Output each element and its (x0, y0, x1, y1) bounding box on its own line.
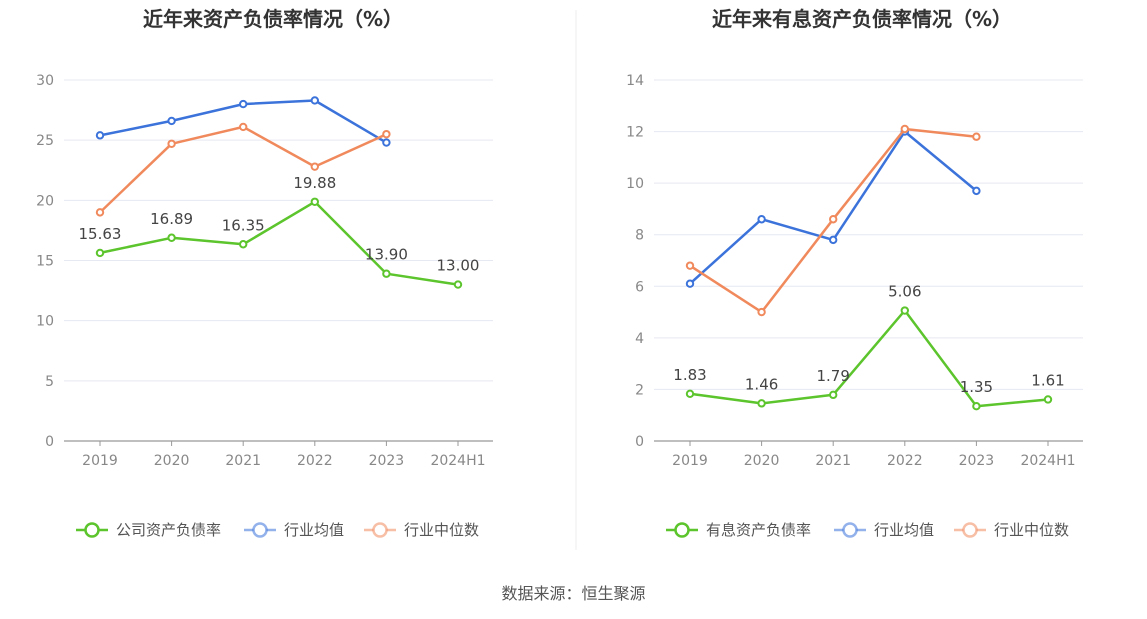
chart2-y-tick-label: 12 (626, 125, 644, 141)
chart1-series-3-point (382, 129, 391, 139)
chart2-data-label: 1.46 (745, 375, 778, 393)
chart1-series-1-point (382, 269, 391, 278)
chart2-series-1-point (829, 390, 838, 400)
chart1-y-tick-label: 5 (45, 374, 54, 390)
chart1-x-tick-label: 2020 (154, 453, 190, 469)
chart2-x-tick-label: 2022 (887, 453, 923, 469)
chart2-y-tick-label: 0 (635, 434, 644, 450)
chart2-y-tick-label: 6 (635, 279, 644, 295)
chart2-series-3-point (900, 124, 909, 134)
chart2-series-1-point (972, 401, 981, 411)
chart2-legend-swatch-marker (674, 522, 690, 538)
chart2-series-3-point (972, 132, 981, 141)
chart1-series-3-point (95, 208, 105, 217)
chart1-data-label: 16.35 (222, 216, 265, 234)
chart1-x-tick-label: 2024H1 (430, 453, 485, 469)
chart1-title: 近年来资产负债率情况（%） (143, 7, 403, 31)
chart2-data-label: 1.83 (673, 366, 706, 384)
chart2-legend-swatch-marker (962, 522, 978, 538)
chart1-data-label: 15.63 (79, 225, 122, 243)
chart1-series-2-point (239, 99, 248, 109)
chart1-y-tick-label: 25 (36, 133, 54, 149)
chart2-series-2-point (829, 235, 838, 245)
chart1-x-tick-label: 2022 (297, 453, 333, 469)
chart1-y-tick-label: 30 (36, 73, 54, 89)
chart1-series-1-point (310, 197, 319, 206)
chart2-series-3-point (829, 215, 838, 224)
chart1-data-label: 13.90 (365, 246, 408, 264)
chart2-x-tick-label: 2024H1 (1020, 453, 1075, 469)
chart1-series-2-point (310, 96, 319, 105)
chart1-series-3-point (167, 139, 176, 148)
chart1-y-tick-label: 15 (36, 254, 54, 270)
chart2-series-1-point (685, 389, 695, 399)
chart2-series-1-point (900, 306, 909, 315)
chart1-legend-label: 行业均值 (284, 521, 344, 539)
chart2-x-tick-label: 2019 (672, 453, 708, 469)
chart2-x-tick-label: 2020 (744, 453, 780, 469)
chart2-legend-label: 有息资产负债率 (706, 521, 811, 539)
chart2-y-tick-label: 8 (635, 228, 644, 244)
chart1-legend-swatch-marker (84, 522, 100, 538)
chart2-x-tick-label: 2023 (959, 453, 995, 469)
chart2-legend-label: 行业中位数 (994, 521, 1069, 539)
chart1-data-label: 16.89 (150, 210, 193, 228)
chart2-legend-label: 行业均值 (874, 521, 934, 539)
chart2-title: 近年来有息资产负债率情况（%） (712, 7, 1012, 31)
chart2-series-1-point (1043, 395, 1053, 404)
data-source-note: 数据来源：恒生聚源 (501, 584, 646, 603)
chart2-data-label: 1.79 (816, 367, 849, 385)
chart2-series-2-point (972, 186, 981, 196)
chart1-legend-label: 公司资产负债率 (116, 521, 221, 539)
chart1-data-label: 13.00 (437, 257, 480, 275)
chart2-series-2-line (689, 130, 978, 285)
chart1-legend-swatch-marker (372, 522, 388, 538)
chart1-series-1-line (99, 200, 459, 286)
chart1-x-tick-label: 2021 (225, 453, 261, 469)
chart1-series-3-point (239, 122, 248, 132)
chart1-x-tick-label: 2019 (82, 453, 118, 469)
chart1-series-1-point (453, 280, 463, 289)
chart1-x-tick-label: 2023 (369, 453, 405, 469)
chart2-y-tick-label: 4 (635, 331, 644, 347)
chart1-series-2-point (167, 116, 176, 126)
chart2-series-1-line (689, 309, 1049, 408)
chart2-data-label: 5.06 (888, 283, 921, 301)
chart2-series-2-point (685, 279, 695, 288)
chart1-series-1-point (95, 248, 105, 258)
chart2-y-tick-label: 10 (626, 176, 644, 192)
chart2-series-2-point (757, 215, 766, 224)
chart1-series-2-point (95, 131, 105, 140)
chart1-series-1-point (239, 240, 248, 249)
chart2-data-label: 1.61 (1031, 371, 1064, 389)
chart1-data-label: 19.88 (293, 174, 336, 192)
chart1-y-tick-label: 20 (36, 193, 54, 209)
chart2-legend-swatch-marker (842, 522, 858, 538)
chart2-y-tick-label: 14 (626, 73, 644, 89)
chart2-y-tick-label: 2 (635, 382, 644, 398)
chart1-legend-swatch-marker (252, 522, 268, 538)
chart1-series-1-point (167, 233, 176, 242)
chart1-series-3-point (310, 162, 319, 171)
chart1-series-2-point (382, 138, 391, 147)
chart2-series-3-point (685, 261, 695, 270)
chart2-series-1-point (757, 399, 766, 408)
chart1-legend-label: 行业中位数 (404, 521, 479, 539)
chart1-y-tick-label: 10 (36, 314, 54, 330)
chart2-data-label: 1.35 (960, 378, 993, 396)
chart2-x-tick-label: 2021 (815, 453, 851, 469)
chart2-series-3-point (757, 307, 766, 317)
chart1-y-tick-label: 0 (45, 434, 54, 450)
